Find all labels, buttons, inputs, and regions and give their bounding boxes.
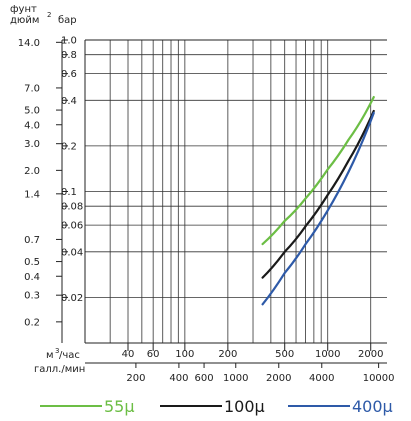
x-unit-top-base: м bbox=[46, 350, 54, 361]
series-line-2 bbox=[261, 111, 375, 306]
x-unit-bottom: галл./мин bbox=[34, 364, 85, 375]
series-line-1 bbox=[261, 109, 375, 279]
legend-swatch-400u bbox=[288, 405, 350, 407]
psi-tick-label: 0.2 bbox=[24, 317, 40, 328]
legend: 55µ 100µ 400µ bbox=[0, 394, 411, 418]
gpm-tick-label: 400 bbox=[169, 373, 188, 384]
psi-tick-label: 2.0 bbox=[24, 166, 40, 177]
legend-swatch-100u bbox=[160, 405, 222, 407]
psi-tick-label: 0.5 bbox=[24, 257, 40, 268]
gpm-tick-label: 10000 bbox=[363, 373, 395, 384]
m3h-tick-label: 40 bbox=[122, 349, 135, 360]
psi-tick-label: 1.4 bbox=[24, 189, 40, 200]
gpm-tick-label: 2000 bbox=[266, 373, 291, 384]
bar-tick-label: 0.02 bbox=[61, 293, 83, 304]
psi-tick-label: 14.0 bbox=[18, 38, 40, 49]
bar-tick-label: 0.2 bbox=[61, 141, 77, 152]
m3h-tick-label: 1000 bbox=[315, 349, 340, 360]
m3h-tick-label: 60 bbox=[147, 349, 160, 360]
m3h-tick-label: 100 bbox=[175, 349, 194, 360]
legend-item-100u: 100µ bbox=[160, 394, 265, 418]
legend-label-400u: 400µ bbox=[352, 396, 393, 416]
gpm-tick-label: 600 bbox=[195, 373, 214, 384]
bar-tick-label: 0.1 bbox=[61, 187, 77, 198]
bar-tick-label: 0.04 bbox=[61, 247, 83, 258]
legend-label-55u: 55µ bbox=[104, 396, 135, 416]
legend-item-55u: 55µ bbox=[40, 394, 135, 418]
gpm-tick-label: 1000 bbox=[223, 373, 248, 384]
y-unit-left-sup: 2 bbox=[47, 11, 51, 19]
legend-label-100u: 100µ bbox=[224, 396, 265, 416]
bar-tick-label: 0.4 bbox=[61, 96, 77, 107]
bar-tick-label: 0.08 bbox=[61, 202, 83, 213]
psi-tick-label: 3.0 bbox=[24, 139, 40, 150]
m3h-tick-label: 200 bbox=[218, 349, 237, 360]
bar-tick-label: 0.6 bbox=[61, 69, 77, 80]
series-line-0 bbox=[261, 95, 375, 246]
psi-tick-label: 4.0 bbox=[24, 120, 40, 131]
y-unit-right: бар bbox=[58, 15, 77, 26]
gpm-tick-label: 4000 bbox=[309, 373, 334, 384]
x-unit-top-rest: /час bbox=[59, 350, 80, 361]
y-unit-left-line1: фунт bbox=[10, 4, 37, 15]
bar-tick-label: 0.8 bbox=[61, 50, 77, 61]
m3h-tick-label: 500 bbox=[275, 349, 294, 360]
psi-tick-label: 0.4 bbox=[24, 272, 40, 283]
x-unit-top-sup: 3 bbox=[55, 347, 59, 355]
bar-tick-label: 0.06 bbox=[61, 221, 83, 232]
psi-tick-label: 0.3 bbox=[24, 291, 40, 302]
m3h-tick-label: 2000 bbox=[358, 349, 383, 360]
legend-swatch-55u bbox=[40, 405, 102, 407]
y-unit-left-line2: дюйм bbox=[10, 15, 39, 26]
legend-item-400u: 400µ bbox=[288, 394, 393, 418]
gpm-tick-label: 200 bbox=[126, 373, 145, 384]
psi-tick-label: 5.0 bbox=[24, 106, 40, 117]
psi-tick-label: 0.7 bbox=[24, 235, 40, 246]
bar-tick-label: 1.0 bbox=[61, 36, 77, 47]
psi-tick-label: 7.0 bbox=[24, 83, 40, 94]
